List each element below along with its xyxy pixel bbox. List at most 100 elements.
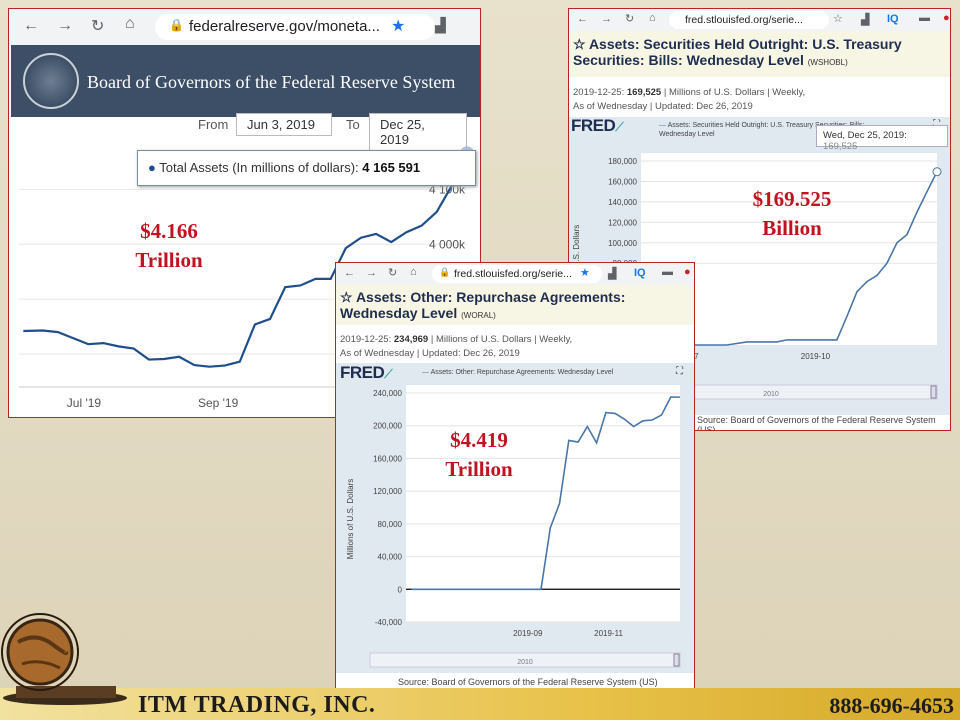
series-meta: 2019-12-25: 234,969 | Millions of U.S. D… — [340, 333, 572, 361]
extension-icon[interactable]: ▬ — [919, 12, 930, 24]
fed-header-title: Board of Governors of the Federal Reserv… — [87, 72, 456, 92]
forward-arrow-icon[interactable]: → — [601, 13, 612, 25]
series-title: ☆ Assets: Other: Repurchase Agreements: … — [340, 289, 694, 324]
fred-title-bar: ☆ Assets: Securities Held Outright: U.S.… — [569, 31, 950, 77]
fred-logo-graph-icon: ⟋ — [384, 367, 393, 381]
y-tick-label: 0 — [398, 585, 403, 594]
y-tick-label: 100,000 — [608, 239, 637, 248]
signal-icon[interactable]: ▟ — [435, 17, 446, 33]
home-icon[interactable]: ⌂ — [410, 266, 417, 278]
reload-icon[interactable]: ↻ — [388, 267, 398, 279]
chart-source: Source: Board of Governors of the Federa… — [398, 677, 658, 687]
close-icon[interactable]: ● — [943, 12, 950, 24]
legend-label: Assets: Securities Held Outright: U.S. T… — [659, 122, 865, 138]
y-tick-label: 180,000 — [608, 157, 637, 166]
close-icon[interactable]: ● — [684, 266, 691, 278]
fed-screenshot: ← → ↻ ⌂ 🔒 federalreserve.gov/moneta... ★… — [8, 8, 481, 418]
legend-label: Assets: Other: Repurchase Agreements: We… — [430, 369, 614, 376]
callout-unit: Trillion — [445, 457, 513, 481]
address-bar[interactable]: fred.stlouisfed.org/serie... — [669, 11, 829, 29]
lock-icon: 🔒 — [169, 18, 184, 32]
meta-units: | Millions of U.S. Dollars | Weekly, — [661, 87, 806, 98]
forward-arrow-icon[interactable]: → — [366, 267, 377, 279]
navigator-year: 2010 — [763, 391, 779, 398]
fred-title-bar: ☆ Assets: Other: Repurchase Agreements: … — [336, 285, 694, 325]
y-axis-title: Millions of U.S. Dollars — [346, 479, 355, 559]
y-tick-label: 140,000 — [608, 198, 637, 207]
legend-line-icon: — — [659, 122, 666, 129]
bookmark-star-icon[interactable]: ☆ — [833, 13, 843, 25]
repo-callout: $4.419 Trillion — [429, 426, 529, 484]
tooltip-label: Total Assets (In millions of dollars): — [159, 160, 363, 175]
home-icon[interactable]: ⌂ — [649, 12, 656, 24]
signal-icon[interactable]: ▟ — [608, 268, 617, 280]
meta-updated: As of Wednesday | Updated: Dec 26, 2019 — [573, 101, 753, 112]
browser-toolbar: ← → ↻ ⌂ 🔒 federalreserve.gov/moneta... ★… — [9, 9, 480, 45]
favorite-star-icon[interactable]: ☆ — [573, 36, 586, 52]
fullscreen-icon[interactable]: ⛶ — [933, 119, 940, 130]
navigator-handle — [930, 385, 937, 399]
fred-logo-graph-icon: ⟋ — [615, 120, 624, 134]
x-tick-label: 2019-09 — [513, 629, 543, 638]
woral-chart: -40,000 0 40,000 80,000 120,000 160,000 200,00… — [346, 385, 681, 668]
y-tick-label: 200,000 — [373, 422, 402, 431]
globe-icon — [1, 613, 127, 705]
series-title-text: Assets: Other: Repurchase Agreements: We… — [340, 289, 626, 321]
series-dot-icon: ● — [148, 160, 156, 175]
y-tick-label: 80,000 — [378, 520, 403, 529]
favorite-star-icon[interactable]: ☆ — [340, 289, 353, 305]
fed-seal-icon — [23, 53, 79, 109]
x-tick-label: Jul '19 — [67, 396, 102, 410]
meta-updated: As of Wednesday | Updated: Dec 26, 2019 — [340, 348, 520, 359]
fred-woral-screenshot: ← → ↻ ⌂ 🔒 fred.stlouisfed.org/serie... ★… — [335, 262, 695, 694]
iq-icon[interactable]: IQ — [887, 13, 899, 25]
y-tick-label: 160,000 — [373, 454, 402, 463]
bookmark-star-icon[interactable]: ★ — [580, 267, 590, 279]
series-title-text: Assets: Securities Held Outright: U.S. T… — [573, 36, 902, 68]
y-tick-label: 120,000 — [373, 487, 402, 496]
total-assets-callout: $4.166 Trillion — [119, 217, 219, 275]
bookmark-star-icon[interactable]: ★ — [391, 18, 406, 35]
callout-unit: Trillion — [135, 248, 203, 272]
address-bar[interactable]: 🔒 fred.stlouisfed.org/serie... — [432, 265, 602, 283]
from-date-input[interactable]: Jun 3, 2019 — [236, 113, 332, 136]
meta-date: 2019-12-25: — [573, 87, 627, 98]
signal-icon[interactable]: ▟ — [861, 14, 870, 26]
tooltip-value: 169,525 — [823, 141, 858, 152]
series-line — [411, 396, 681, 591]
total-assets-line — [23, 152, 468, 368]
navigator-bar — [369, 652, 681, 668]
chart-legend: — Assets: Other: Repurchase Agreements: … — [422, 368, 613, 377]
back-arrow-icon[interactable]: ← — [344, 267, 355, 279]
iq-icon[interactable]: IQ — [634, 267, 646, 279]
series-title: ☆ Assets: Securities Held Outright: U.S.… — [573, 36, 950, 71]
series-code: (WSHOBL) — [807, 58, 848, 67]
reload-icon[interactable]: ↻ — [625, 13, 635, 25]
meta-units: | Millions of U.S. Dollars | Weekly, — [428, 334, 573, 345]
bills-callout: $169.525 Billion — [727, 185, 857, 243]
chart-source: Source: Board of Governors of the Federa… — [697, 415, 936, 431]
x-tick-label: Sep '19 — [198, 396, 239, 410]
meta-value: 234,969 — [393, 334, 429, 345]
navigator-handle — [673, 653, 680, 667]
fullscreen-icon[interactable]: ⛶ — [676, 366, 683, 377]
y-tick-label: 4 000k — [429, 237, 466, 251]
browser-toolbar: ← → ↻ ⌂ fred.stlouisfed.org/serie... ☆ ▟… — [569, 9, 950, 31]
home-icon[interactable]: ⌂ — [125, 15, 135, 32]
back-arrow-icon[interactable]: ← — [23, 17, 39, 34]
forward-arrow-icon[interactable]: → — [57, 17, 73, 34]
y-tick-label: 40,000 — [378, 553, 403, 562]
x-tick-label: 2019-11 — [594, 629, 623, 638]
address-bar[interactable]: 🔒 federalreserve.gov/moneta... — [155, 14, 435, 40]
chart-legend: — Assets: Securities Held Outright: U.S.… — [659, 121, 889, 139]
from-label: From — [198, 117, 229, 132]
url-text: fred.stlouisfed.org/serie... — [454, 268, 572, 280]
back-arrow-icon[interactable]: ← — [577, 13, 588, 25]
extension-icon[interactable]: ▬ — [662, 266, 673, 278]
y-tick-label: 160,000 — [608, 177, 637, 186]
footer-band — [0, 688, 960, 720]
y-tick-label: 120,000 — [608, 218, 637, 227]
fred-logo-text: FRED — [340, 363, 385, 382]
fred-wshobl-screenshot: ← → ↻ ⌂ fred.stlouisfed.org/serie... ☆ ▟… — [568, 8, 951, 431]
reload-icon[interactable]: ↻ — [91, 18, 105, 35]
